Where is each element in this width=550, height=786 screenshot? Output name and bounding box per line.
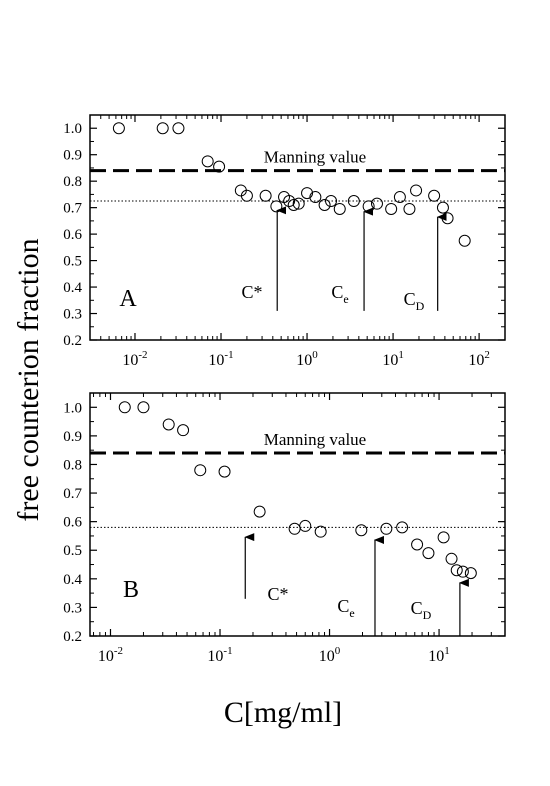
- data-point: [333, 202, 346, 215]
- y-tick-label: 0.7: [63, 486, 82, 502]
- y-tick-label: 0.3: [63, 307, 82, 323]
- x-tick-label: 101: [382, 349, 404, 369]
- y-tick-label: 0.9: [63, 148, 82, 164]
- annotation-label: CD: [404, 289, 425, 313]
- y-axis-label: free counterion fraction: [12, 238, 45, 521]
- annotation-label: C*: [267, 584, 288, 604]
- data-point: [213, 160, 226, 173]
- x-axis-label: C[mg/ml]: [224, 696, 342, 729]
- data-point: [347, 195, 360, 208]
- data-point: [355, 524, 368, 537]
- data-point: [385, 202, 398, 215]
- data-point: [218, 465, 231, 478]
- x-tick-label: 101: [428, 645, 450, 665]
- data-point: [112, 122, 125, 135]
- data-point: [288, 522, 301, 535]
- data-point: [201, 155, 214, 168]
- data-point: [240, 189, 253, 202]
- x-tick-label: 10-1: [208, 349, 233, 369]
- data-point: [162, 418, 175, 431]
- data-point: [396, 521, 409, 534]
- data-point: [318, 199, 331, 211]
- annotation-label: Ce: [337, 596, 354, 620]
- data-point: [458, 234, 471, 247]
- data-point: [270, 200, 283, 213]
- y-tick-label: 0.4: [63, 280, 82, 296]
- data-point: [177, 424, 190, 437]
- y-tick-label: 0.6: [63, 227, 82, 243]
- panel-letter: A: [119, 286, 137, 312]
- panel-b: 0.2 0.3 0.4 0.5 0.6 0.7 0.8 0.9 1.0 10-2 10-1 100 10…: [63, 392, 506, 665]
- annotation-label: C*: [241, 282, 262, 302]
- data-point: [370, 197, 383, 210]
- data-point: [287, 199, 300, 211]
- data-point: [259, 189, 272, 202]
- y-tick-label: 0.2: [63, 333, 82, 349]
- y-tick-label: 0.6: [63, 515, 82, 531]
- annotation-label: Ce: [331, 282, 348, 306]
- data-point: [301, 187, 314, 200]
- annotation-label: CD: [411, 598, 432, 622]
- panel-a: 0.2 0.3 0.4 0.5 0.6 0.7 0.8 0.9 1.0 10-2 10-1 100 10…: [63, 114, 506, 369]
- data-point: [299, 519, 312, 532]
- y-tick-label: 0.8: [63, 174, 82, 190]
- data-point: [118, 401, 131, 414]
- y-tick-label: 0.7: [63, 201, 82, 217]
- y-tick-label: 1.0: [63, 400, 82, 416]
- data-point: [325, 195, 338, 208]
- data-point: [393, 191, 406, 204]
- x-tick-label: 100: [296, 349, 318, 369]
- data-point: [253, 505, 266, 518]
- manning-label: Manning value: [264, 148, 366, 167]
- y-tick-label: 1.0: [63, 121, 82, 137]
- y-tick-label: 0.3: [63, 600, 82, 616]
- data-point: [283, 195, 296, 208]
- data-point: [403, 202, 416, 215]
- x-tick-label: 100: [319, 645, 341, 665]
- data-point: [156, 122, 169, 135]
- data-point: [411, 538, 424, 551]
- data-point: [422, 547, 435, 560]
- x-tick-label: 10-2: [98, 645, 123, 665]
- data-point: [309, 191, 322, 204]
- y-tick-label: 0.9: [63, 429, 82, 445]
- manning-label: Manning value: [264, 430, 366, 449]
- data-point: [436, 201, 449, 214]
- y-tick-label: 0.5: [63, 254, 82, 270]
- y-tick-label: 0.4: [63, 572, 82, 588]
- data-point: [445, 552, 458, 565]
- manning-label-bg: [257, 429, 373, 452]
- data-point: [172, 122, 185, 135]
- data-point: [437, 531, 450, 544]
- data-point: [456, 565, 469, 578]
- data-point: [428, 189, 441, 202]
- x-tick-label: 10-1: [207, 645, 232, 665]
- data-point: [194, 464, 207, 477]
- plot-frame: [89, 392, 506, 637]
- data-point: [410, 184, 423, 197]
- panel-letter: B: [123, 577, 139, 603]
- data-point: [464, 567, 477, 580]
- data-point: [314, 525, 327, 538]
- plot-frame: [89, 114, 506, 341]
- x-tick-label: 102: [468, 349, 490, 369]
- data-point: [380, 522, 393, 535]
- x-tick-label: 10-2: [122, 349, 147, 369]
- data-point: [441, 212, 454, 225]
- data-point: [292, 197, 305, 210]
- y-tick-label: 0.8: [63, 457, 82, 473]
- y-tick-label: 0.5: [63, 543, 82, 559]
- y-tick-label: 0.2: [63, 629, 82, 645]
- data-point: [137, 401, 150, 414]
- manning-label-bg: [257, 146, 373, 169]
- data-point: [450, 564, 463, 577]
